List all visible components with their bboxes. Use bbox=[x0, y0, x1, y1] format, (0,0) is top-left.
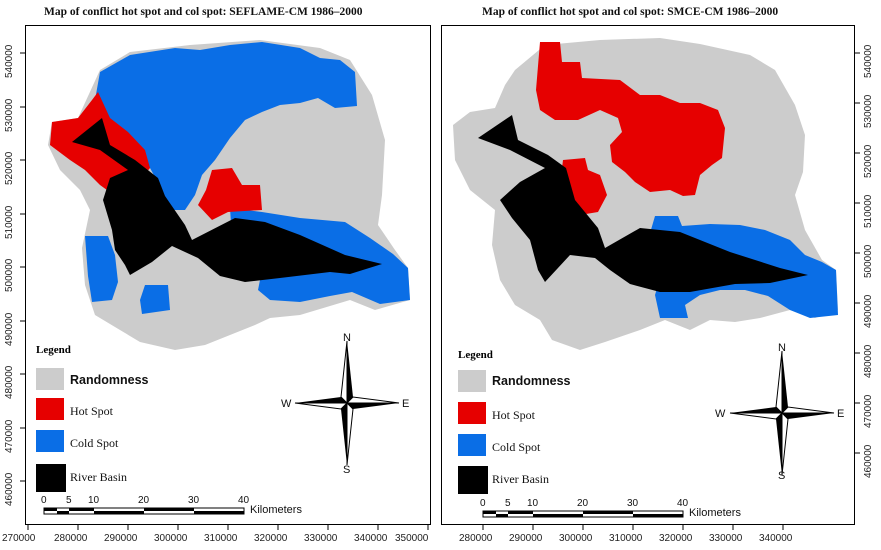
left-scale-bar bbox=[43, 507, 245, 515]
left-y-ticks bbox=[20, 52, 25, 482]
right-legend-label-cold: Cold Spot bbox=[492, 440, 541, 454]
right-x-label: 290000 bbox=[509, 533, 543, 544]
right-y-ticks bbox=[855, 52, 860, 454]
left-compass-w: W bbox=[281, 398, 292, 410]
left-scale-20: 20 bbox=[138, 495, 150, 506]
left-scale-0: 0 bbox=[41, 495, 47, 506]
left-legend-swatch-hot bbox=[36, 398, 64, 420]
right-legend-label-hot: Hot Spot bbox=[492, 408, 536, 422]
right-y-label: 510000 bbox=[863, 194, 874, 228]
right-legend-swatch-hot bbox=[458, 402, 486, 424]
left-x-label: 340000 bbox=[354, 533, 388, 544]
right-river-basin bbox=[478, 115, 808, 292]
left-cold-spot-north bbox=[95, 42, 357, 210]
left-scale-10: 10 bbox=[88, 495, 100, 506]
right-x-label: 300000 bbox=[559, 533, 593, 544]
left-map-title: Map of conflict hot spot and col spot: S… bbox=[44, 6, 363, 18]
right-y-label: 470000 bbox=[863, 394, 874, 428]
left-legend-label-river: River Basin bbox=[70, 470, 127, 484]
right-legend-title: Legend bbox=[458, 349, 493, 361]
right-x-label: 330000 bbox=[709, 533, 743, 544]
right-x-ticks bbox=[482, 525, 784, 530]
left-hot-spot-center bbox=[198, 168, 262, 220]
left-legend-label-hot: Hot Spot bbox=[70, 404, 114, 418]
left-scale-40: 40 bbox=[238, 495, 250, 506]
right-compass-w: W bbox=[715, 408, 726, 420]
right-y-label: 490000 bbox=[863, 294, 874, 328]
right-y-label: 520000 bbox=[863, 144, 874, 178]
left-cold-spot-south bbox=[140, 285, 170, 314]
left-compass-n: N bbox=[343, 332, 351, 344]
right-x-label: 280000 bbox=[459, 533, 493, 544]
left-x-ticks bbox=[27, 525, 429, 530]
right-y-label: 480000 bbox=[863, 344, 874, 378]
right-compass-rose bbox=[729, 350, 835, 476]
left-x-label: 320000 bbox=[254, 533, 288, 544]
left-legend-swatch-randomness bbox=[36, 368, 64, 390]
right-y-label: 530000 bbox=[863, 94, 874, 128]
right-scale-30: 30 bbox=[627, 498, 639, 509]
left-compass-s: S bbox=[343, 464, 351, 476]
left-x-label: 350000 bbox=[395, 533, 429, 544]
right-scale-0: 0 bbox=[480, 498, 486, 509]
left-legend-title: Legend bbox=[36, 344, 71, 356]
right-compass-e: E bbox=[837, 408, 845, 420]
right-legend-swatch-cold bbox=[458, 434, 486, 456]
right-x-label: 310000 bbox=[609, 533, 643, 544]
right-scale-unit: Kilometers bbox=[689, 507, 741, 519]
right-scale-5: 5 bbox=[505, 498, 511, 509]
right-compass-s: S bbox=[778, 470, 786, 482]
left-cold-spot-west bbox=[85, 236, 118, 302]
left-scale-unit: Kilometers bbox=[250, 504, 302, 516]
left-x-label: 300000 bbox=[154, 533, 188, 544]
left-legend-label-cold: Cold Spot bbox=[70, 436, 119, 450]
left-x-label: 280000 bbox=[54, 533, 88, 544]
left-x-label: 290000 bbox=[104, 533, 138, 544]
right-scale-20: 20 bbox=[577, 498, 589, 509]
left-compass-rose bbox=[294, 340, 400, 466]
right-scale-bar bbox=[482, 510, 684, 518]
right-compass-n: N bbox=[778, 342, 786, 354]
left-x-label: 310000 bbox=[204, 533, 238, 544]
right-map-title: Map of conflict hot spot and col spot: S… bbox=[482, 6, 779, 18]
left-legend-swatch-cold bbox=[36, 430, 64, 452]
left-legend-label-randomness: Randomness bbox=[70, 373, 149, 387]
left-x-label: 270000 bbox=[2, 533, 36, 544]
right-legend-swatch-randomness bbox=[458, 370, 486, 392]
right-y-label: 500000 bbox=[863, 244, 874, 278]
left-legend-swatch-river bbox=[36, 464, 66, 492]
right-y-label: 540000 bbox=[863, 44, 874, 78]
right-scale-40: 40 bbox=[677, 498, 689, 509]
right-x-label: 340000 bbox=[759, 533, 793, 544]
right-legend-label-randomness: Randomness bbox=[492, 374, 571, 388]
right-scale-10: 10 bbox=[527, 498, 539, 509]
right-y-label: 460000 bbox=[863, 444, 874, 478]
left-scale-30: 30 bbox=[188, 495, 200, 506]
right-legend-label-river: River Basin bbox=[492, 472, 549, 486]
right-hot-spot-north bbox=[536, 42, 725, 196]
right-x-label: 320000 bbox=[659, 533, 693, 544]
left-scale-5: 5 bbox=[66, 495, 72, 506]
left-x-label: 330000 bbox=[304, 533, 338, 544]
left-river-basin bbox=[72, 118, 382, 282]
left-compass-e: E bbox=[402, 398, 410, 410]
right-legend-swatch-river bbox=[458, 466, 488, 494]
